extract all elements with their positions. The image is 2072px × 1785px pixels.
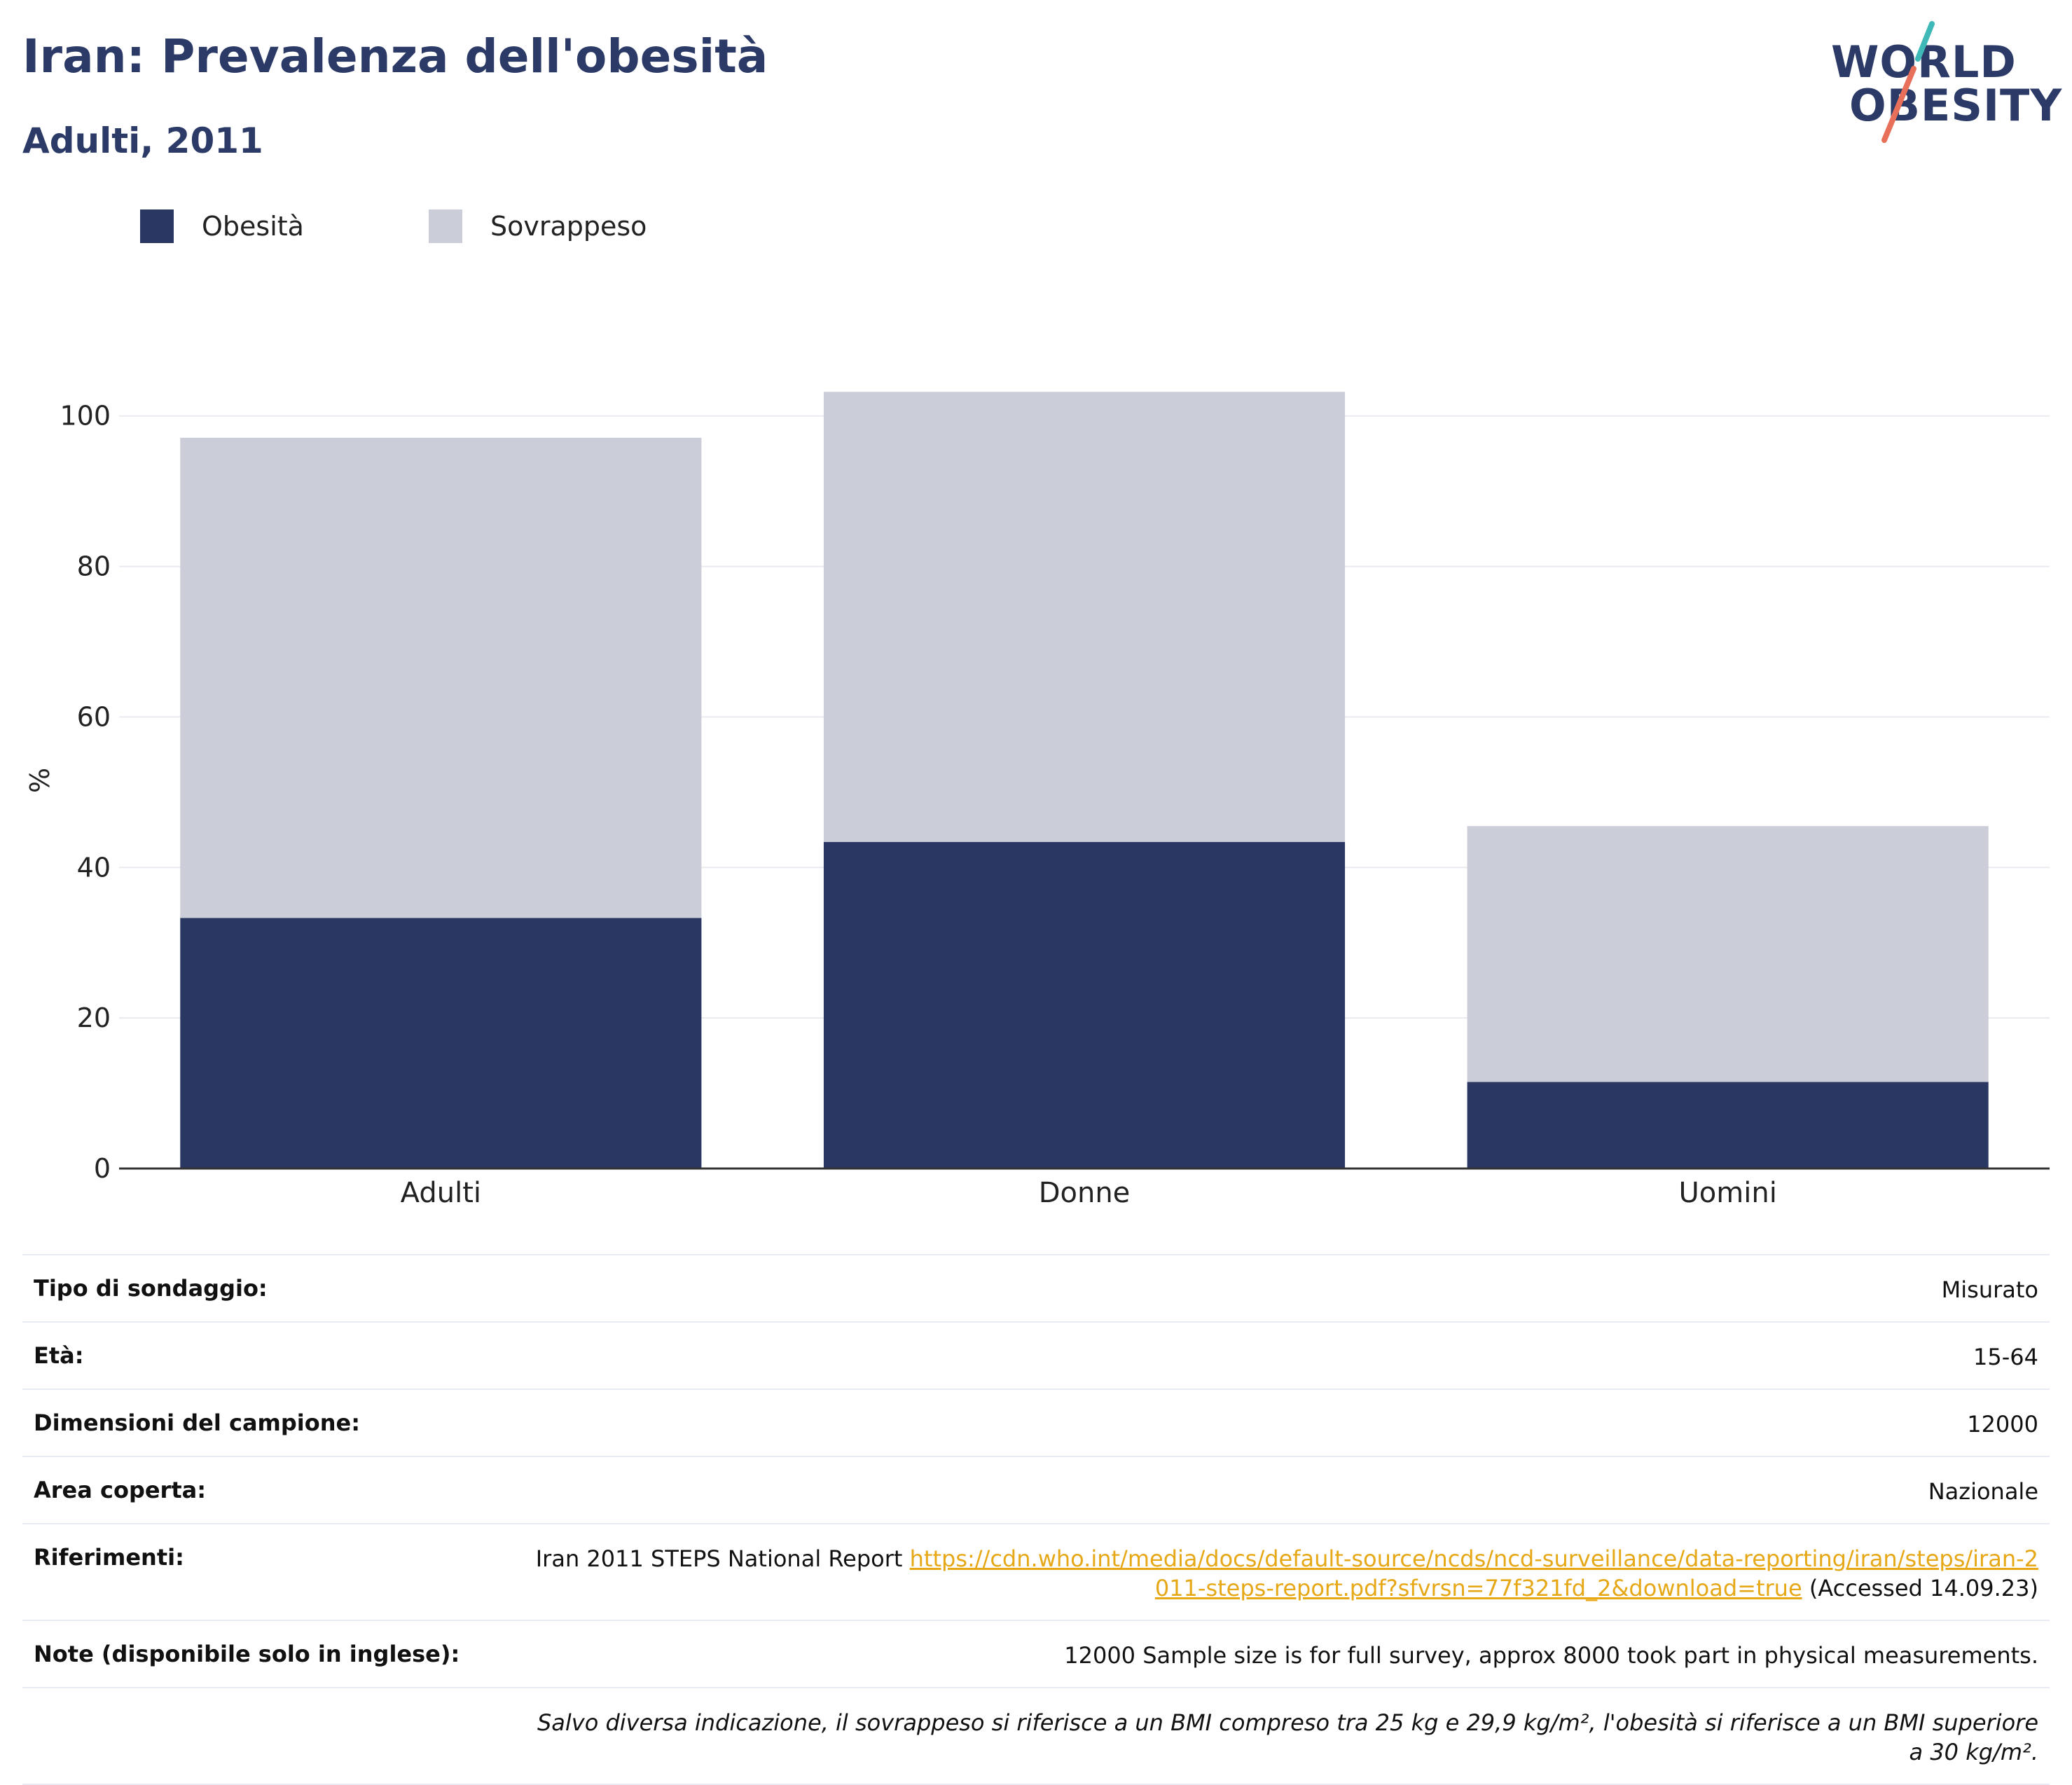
legend-label-obesity: Obesità: [202, 211, 304, 242]
info-row-footnote: Salvo diversa indicazione, il sovrappeso…: [22, 1687, 2050, 1785]
info-row-area: Area coperta: Nazionale: [22, 1456, 2050, 1523]
bmi-footnote: Salvo diversa indicazione, il sovrappeso…: [537, 1709, 2038, 1765]
world-obesity-logo: WORLD OBESITY: [1828, 21, 2061, 147]
info-label: Età:: [34, 1342, 84, 1369]
references-value: Iran 2011 STEPS National Report https://…: [532, 1544, 2038, 1603]
legend-swatch-obesity: [140, 209, 174, 243]
info-value: 12000: [1967, 1411, 2038, 1438]
y-axis-title: %: [25, 768, 55, 793]
y-tick-label: 60: [77, 701, 111, 732]
legend-item-obesity[interactable]: Obesità: [140, 207, 304, 245]
x-tick-label: Uomini: [1679, 1177, 1777, 1209]
info-value: Misurato: [1941, 1276, 2038, 1303]
y-tick-label: 100: [60, 401, 111, 432]
bar-obesity-adulti: [180, 918, 702, 1169]
info-value: 15-64: [1973, 1344, 2038, 1370]
chart-title: Iran: Prevalenza dell'obesità: [22, 29, 768, 83]
info-row-notes: Note (disponibile solo in inglese): 1200…: [22, 1620, 2050, 1687]
bar-overweight-uomini: [1467, 826, 1989, 1082]
y-tick-label: 20: [77, 1002, 111, 1033]
reference-title: Iran 2011 STEPS National Report: [535, 1545, 903, 1572]
info-label: Dimensioni del campione:: [34, 1410, 361, 1436]
x-tick-label: Donne: [1039, 1177, 1131, 1209]
info-value: Nazionale: [1928, 1478, 2038, 1505]
bar-overweight-adulti: [180, 437, 702, 918]
chart-subtitle: Adulti, 2011: [22, 120, 263, 161]
bar-obesity-uomini: [1467, 1082, 1989, 1169]
bar-overweight-donne: [823, 392, 1346, 842]
legend-item-overweight[interactable]: Sovrappeso: [429, 207, 647, 245]
reference-accessed: (Accessed 14.09.23): [1809, 1575, 2038, 1601]
info-row-survey-type: Tipo di sondaggio: Misurato: [22, 1254, 2050, 1321]
info-row-age: Età: 15-64: [22, 1321, 2050, 1388]
info-label: Area coperta:: [34, 1477, 207, 1503]
logo-line-2: OBESITY: [1849, 80, 2063, 131]
logo-slash-icon: [1881, 21, 1935, 143]
y-tick-label: 80: [77, 551, 111, 582]
info-row-references: Riferimenti: Iran 2011 STEPS National Re…: [22, 1523, 2050, 1620]
info-label: Riferimenti:: [34, 1544, 184, 1571]
legend-label-overweight: Sovrappeso: [490, 211, 647, 242]
info-table: Tipo di sondaggio: Misurato Età: 15-64 D…: [22, 1254, 2050, 1785]
info-row-sample-size: Dimensioni del campione: 12000: [22, 1388, 2050, 1456]
info-value: 12000 Sample size is for full survey, ap…: [1064, 1642, 2038, 1669]
stacked-bar-chart: 0 20 40 60 80 100% Adulti Donne Uomini: [25, 392, 2050, 1209]
x-tick-label: Adulti: [401, 1177, 481, 1209]
bar-obesity-donne: [823, 841, 1346, 1169]
reference-link[interactable]: https://cdn.who.int/media/docs/default-s…: [909, 1545, 2038, 1601]
y-tick-label: 0: [94, 1153, 111, 1184]
info-label: Note (disponibile solo in inglese):: [34, 1641, 460, 1667]
y-tick-label: 40: [77, 852, 111, 883]
info-label: Tipo di sondaggio:: [34, 1275, 268, 1302]
legend-swatch-overweight: [429, 209, 462, 243]
